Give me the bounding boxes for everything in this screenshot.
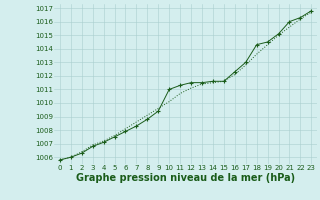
X-axis label: Graphe pression niveau de la mer (hPa): Graphe pression niveau de la mer (hPa) (76, 173, 295, 183)
